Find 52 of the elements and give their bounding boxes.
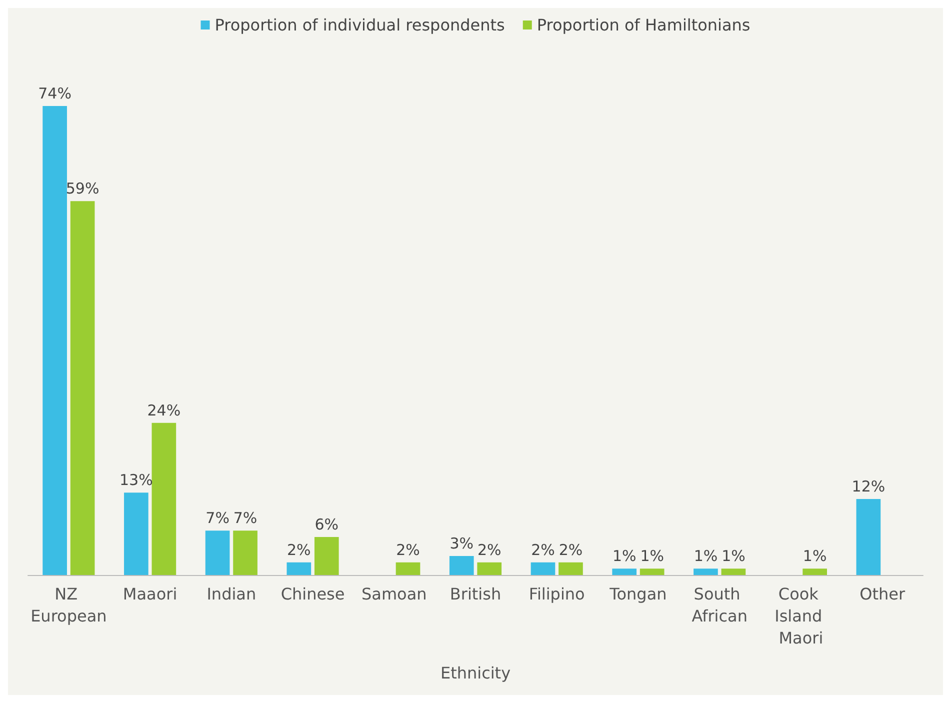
x-tick-label: Other: [860, 584, 906, 604]
x-tick-label: NZ European: [30, 584, 107, 626]
bar: [558, 562, 583, 575]
data-label: 59%: [66, 180, 100, 198]
data-label: 3%: [450, 534, 474, 552]
bar: [314, 536, 339, 575]
bar: [286, 562, 312, 575]
legend-label: Proportion of individual respondents: [214, 16, 505, 34]
data-label: 7%: [206, 509, 230, 528]
x-axis-title: Ethnicity: [440, 664, 511, 682]
data-label: 1%: [802, 547, 827, 566]
data-label: 12%: [852, 477, 886, 496]
bar: [640, 568, 664, 575]
data-label: 7%: [233, 509, 258, 528]
data-label: 2%: [531, 540, 555, 559]
bar: [233, 530, 258, 575]
x-tick-label: Tongan: [608, 584, 667, 604]
bar: [42, 106, 67, 575]
legend-label: Proportion of Hamiltonians: [536, 16, 750, 34]
bar: [124, 492, 148, 575]
x-tick-label: Cook Island Maori: [774, 584, 828, 648]
bar: [694, 568, 718, 575]
bar: [449, 556, 474, 575]
bar: [205, 530, 230, 575]
data-label: 1%: [722, 547, 746, 566]
data-label: 24%: [147, 401, 181, 420]
data-label: 13%: [120, 471, 153, 490]
data-label: 2%: [477, 540, 502, 559]
data-label: 2%: [396, 540, 420, 559]
x-tick-label: Indian: [206, 584, 256, 604]
data-label: 6%: [314, 515, 339, 534]
x-tick-label: British: [450, 584, 502, 604]
bar: [396, 562, 420, 575]
data-label: 74%: [38, 84, 72, 103]
bar: [477, 562, 502, 575]
data-label: 1%: [694, 547, 718, 566]
bar: [612, 568, 637, 575]
x-tick-label: Filipino: [528, 584, 585, 604]
data-label: 1%: [640, 547, 664, 566]
x-tick-label: Maaori: [122, 584, 178, 604]
data-label: 1%: [612, 547, 636, 566]
data-label: 2%: [558, 540, 583, 559]
bar: [70, 201, 95, 575]
bar: [152, 422, 176, 575]
bar: [856, 498, 881, 575]
data-label: 2%: [287, 540, 311, 559]
x-tick-label: Chinese: [280, 584, 345, 604]
bar: [802, 568, 827, 575]
bar: [530, 562, 556, 575]
x-tick-label: Samoan: [361, 584, 427, 604]
bar: [721, 568, 746, 575]
x-tick-label: South African: [692, 584, 748, 626]
